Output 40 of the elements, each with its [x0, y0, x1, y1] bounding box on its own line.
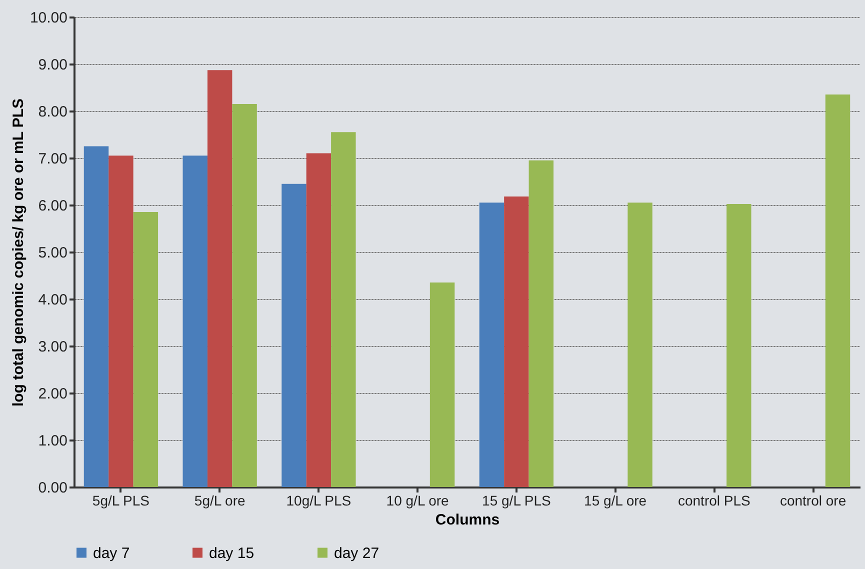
y-tick-label: 4.00	[38, 292, 68, 308]
bar	[628, 202, 652, 487]
y-tick-label: 9.00	[38, 56, 68, 74]
x-tick-label: 5g/L PLS	[92, 492, 150, 508]
legend-label: day 27	[334, 544, 380, 562]
bar	[108, 156, 134, 487]
bar	[504, 196, 529, 487]
bar	[84, 146, 109, 487]
x-tick-label: control PLS	[678, 492, 750, 508]
y-tick-label: 1.00	[38, 432, 68, 450]
bar	[479, 202, 504, 487]
bar	[282, 184, 306, 487]
x-tick-label: 5g/L ore	[194, 492, 246, 508]
bar	[133, 212, 158, 487]
y-tick-label: 3.00	[38, 338, 68, 356]
x-tick-label: 10 g/L ore	[386, 492, 450, 508]
legend-label: day 15	[209, 544, 254, 562]
y-tick-label: 7.00	[38, 150, 68, 168]
y-tick-label: 0.00	[38, 480, 68, 496]
legend-label: day 7	[93, 544, 130, 562]
x-tick-label: control ore	[780, 492, 846, 508]
x-tick-label: 15 g/L PLS	[482, 492, 551, 508]
bar	[306, 153, 332, 487]
bar	[207, 70, 232, 487]
bar	[182, 156, 208, 487]
x-axis-title: Columns	[435, 512, 500, 528]
y-tick-label: 8.00	[38, 104, 68, 120]
bar	[232, 104, 257, 487]
bar	[726, 204, 752, 487]
bar	[528, 160, 554, 487]
x-tick-label: 10g/L PLS	[286, 492, 352, 508]
bar	[331, 132, 356, 487]
y-tick-label: 5.00	[38, 244, 68, 262]
bar	[825, 94, 850, 487]
x-tick-label: 15 g/L ore	[584, 492, 647, 508]
y-tick-label: 10.00	[30, 10, 68, 26]
bar	[430, 282, 455, 487]
y-tick-label: 6.00	[38, 198, 68, 214]
y-axis-title: log total genomic copies/ kg ore or mL PLS	[10, 98, 27, 407]
y-tick-label: 2.00	[38, 386, 68, 402]
